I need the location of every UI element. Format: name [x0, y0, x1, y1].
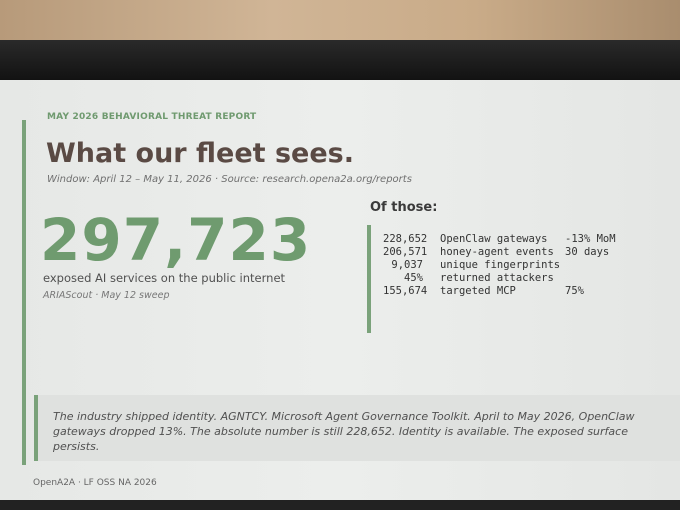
- row-label: OpenClaw gateways: [440, 233, 548, 245]
- row-note: 30 days: [565, 246, 610, 258]
- footer: OpenA2A · LF OSS NA 2026: [33, 478, 157, 488]
- hero-caption: exposed AI services on the public intern…: [43, 271, 286, 285]
- screen-edge: [0, 500, 680, 510]
- breakdown-heading: Of those:: [370, 200, 438, 215]
- screen-frame: [0, 40, 680, 82]
- quote-text: The industry shipped identity. AGNTCY. M…: [53, 410, 635, 453]
- quote-bar: [34, 395, 38, 461]
- window: Window: April 12 – May 11, 2026 · Source…: [47, 174, 412, 185]
- row-value: 45%: [404, 272, 423, 284]
- breakdown-bar: [367, 225, 371, 333]
- quote-box: [34, 395, 680, 461]
- row-value: 206,571: [383, 246, 428, 258]
- row-label: targeted MCP: [440, 285, 516, 297]
- row-value: 155,674: [383, 285, 428, 297]
- hero-number: 297,723: [40, 206, 312, 274]
- row-value: 9,037: [391, 259, 423, 271]
- row-note: -13% MoM: [565, 233, 616, 245]
- hero-source: ARIAScout · May 12 sweep: [43, 290, 170, 301]
- row-label: unique fingerprints: [440, 259, 561, 271]
- row-label: returned attackers: [440, 272, 554, 284]
- title: What our fleet sees.: [46, 138, 354, 169]
- row-note: 75%: [565, 285, 584, 297]
- row-value: 228,652: [383, 233, 428, 245]
- eyebrow: MAY 2026 BEHAVIORAL THREAT REPORT: [47, 112, 257, 122]
- row-label: honey-agent events: [440, 246, 554, 258]
- accent-bar: [22, 120, 26, 465]
